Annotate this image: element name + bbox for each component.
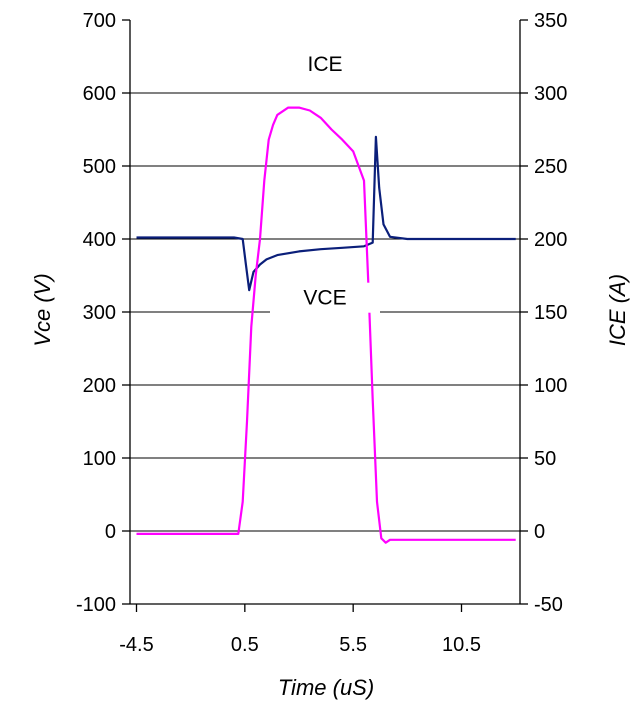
y-tick-label-right: -50 xyxy=(534,594,563,616)
y-tick-label-left: 200 xyxy=(83,375,116,397)
x-tick-label: 10.5 xyxy=(442,634,481,656)
gridlines xyxy=(130,92,520,532)
y-tick-label-left: 0 xyxy=(105,521,116,543)
annotation-bg xyxy=(270,282,380,313)
y-tick-label-right: 350 xyxy=(534,10,567,32)
y-tick-label-right: 150 xyxy=(534,302,567,324)
axes: -100 0 100 200 300 400 500 600 700 -50 0 50 100 150 20… xyxy=(76,10,567,656)
y-axis-title-left: Vce (V) xyxy=(30,273,55,346)
y-tick-label-left: 500 xyxy=(83,156,116,178)
y-tick-label-right: 250 xyxy=(534,156,567,178)
y-tick-label-left: 600 xyxy=(83,83,116,105)
y-tick-label-right: 50 xyxy=(534,448,556,470)
x-tick-label: -4.5 xyxy=(119,634,153,656)
y-axis-title-right: ICE (A) xyxy=(605,274,630,346)
annotation-bg xyxy=(270,49,380,80)
annotations: ICE VCE xyxy=(270,49,380,313)
y-tick-label-right: 100 xyxy=(534,375,567,397)
y-tick-label-left: 400 xyxy=(83,229,116,251)
series-line-vce xyxy=(136,135,516,292)
series-layer xyxy=(136,106,516,544)
y-tick-label-right: 300 xyxy=(534,83,567,105)
annotation-vce: VCE xyxy=(303,287,346,310)
y-tick-label-right: 200 xyxy=(534,229,567,251)
series-line-ice xyxy=(136,106,516,544)
x-tick-label: 5.5 xyxy=(339,634,367,656)
y-tick-label-right: 0 xyxy=(534,521,545,543)
y-tick-label-left: 300 xyxy=(83,302,116,324)
annotation-ice: ICE xyxy=(307,53,342,76)
y-tick-label-left: 100 xyxy=(83,448,116,470)
y-tick-label-left: 700 xyxy=(83,10,116,32)
x-axis-title: Time (uS) xyxy=(278,675,374,700)
y-tick-label-left: -100 xyxy=(76,594,116,616)
x-tick-label: 0.5 xyxy=(231,634,259,656)
